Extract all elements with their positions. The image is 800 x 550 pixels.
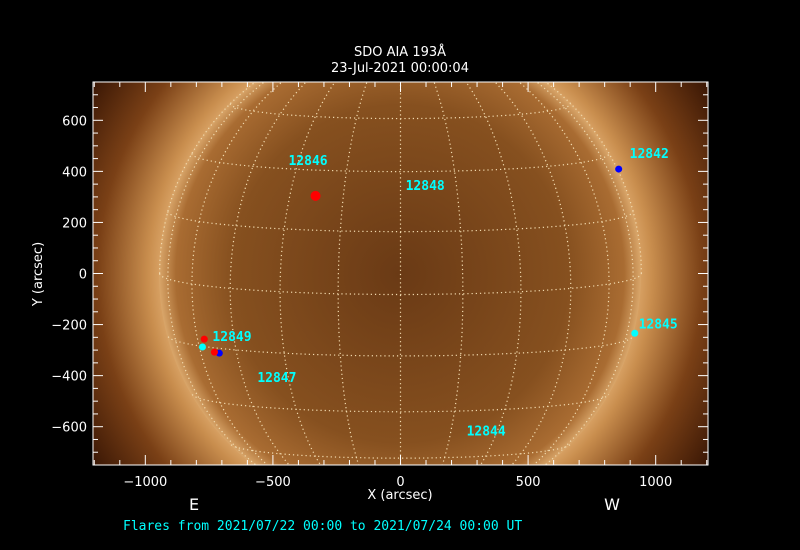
y-axis-label: Y (arcsec) bbox=[31, 242, 46, 307]
latitude-line bbox=[229, 103, 572, 120]
flare-marker bbox=[310, 190, 321, 201]
x-tick-label: −1000 bbox=[123, 475, 167, 490]
y-tick-label: −400 bbox=[51, 370, 87, 385]
y-tick-label: −600 bbox=[51, 421, 87, 436]
flare-marker bbox=[615, 165, 623, 173]
latitude-line bbox=[191, 153, 610, 173]
chart-subtitle: 23-Jul-2021 00:00:04 bbox=[331, 61, 469, 76]
y-tick-label: 0 bbox=[79, 268, 87, 283]
heliographic-grid bbox=[159, 82, 642, 511]
latitude-line bbox=[342, 507, 458, 511]
active-region-label: 12849 bbox=[212, 330, 251, 345]
active-region-label: 12848 bbox=[406, 179, 445, 194]
flare-marker bbox=[200, 335, 208, 343]
flare-marker bbox=[198, 343, 206, 351]
active-region-label: 12845 bbox=[639, 317, 678, 332]
flare-marker bbox=[210, 348, 218, 356]
chart-title: SDO AIA 193Å bbox=[354, 44, 446, 60]
y-tick-label: 200 bbox=[62, 216, 87, 231]
x-tick-label: 500 bbox=[516, 475, 541, 490]
active-region-label: 12842 bbox=[630, 147, 669, 162]
y-tick-label: −200 bbox=[51, 319, 87, 334]
y-tick-label: 400 bbox=[62, 165, 87, 180]
east-label: E bbox=[189, 495, 199, 514]
x-tick-label: −500 bbox=[255, 475, 291, 490]
flare-time-range: Flares from 2021/07/22 00:00 to 2021/07/… bbox=[123, 519, 522, 534]
active-region-label: 12847 bbox=[257, 371, 296, 386]
solar-disk bbox=[159, 82, 641, 465]
active-region-label: 12844 bbox=[467, 425, 506, 440]
axis-ticks bbox=[93, 82, 708, 465]
x-axis-label: X (arcsec) bbox=[367, 488, 432, 503]
west-label: W bbox=[604, 495, 620, 514]
latitude-line bbox=[159, 273, 642, 296]
flare-marker bbox=[631, 329, 639, 337]
latitude-line bbox=[167, 211, 634, 233]
x-tick-label: 1000 bbox=[639, 475, 672, 490]
active-region-label: 12846 bbox=[288, 154, 327, 169]
latitude-line bbox=[191, 394, 610, 413]
y-tick-label: 600 bbox=[62, 114, 87, 129]
x-tick-label: 0 bbox=[396, 475, 404, 490]
